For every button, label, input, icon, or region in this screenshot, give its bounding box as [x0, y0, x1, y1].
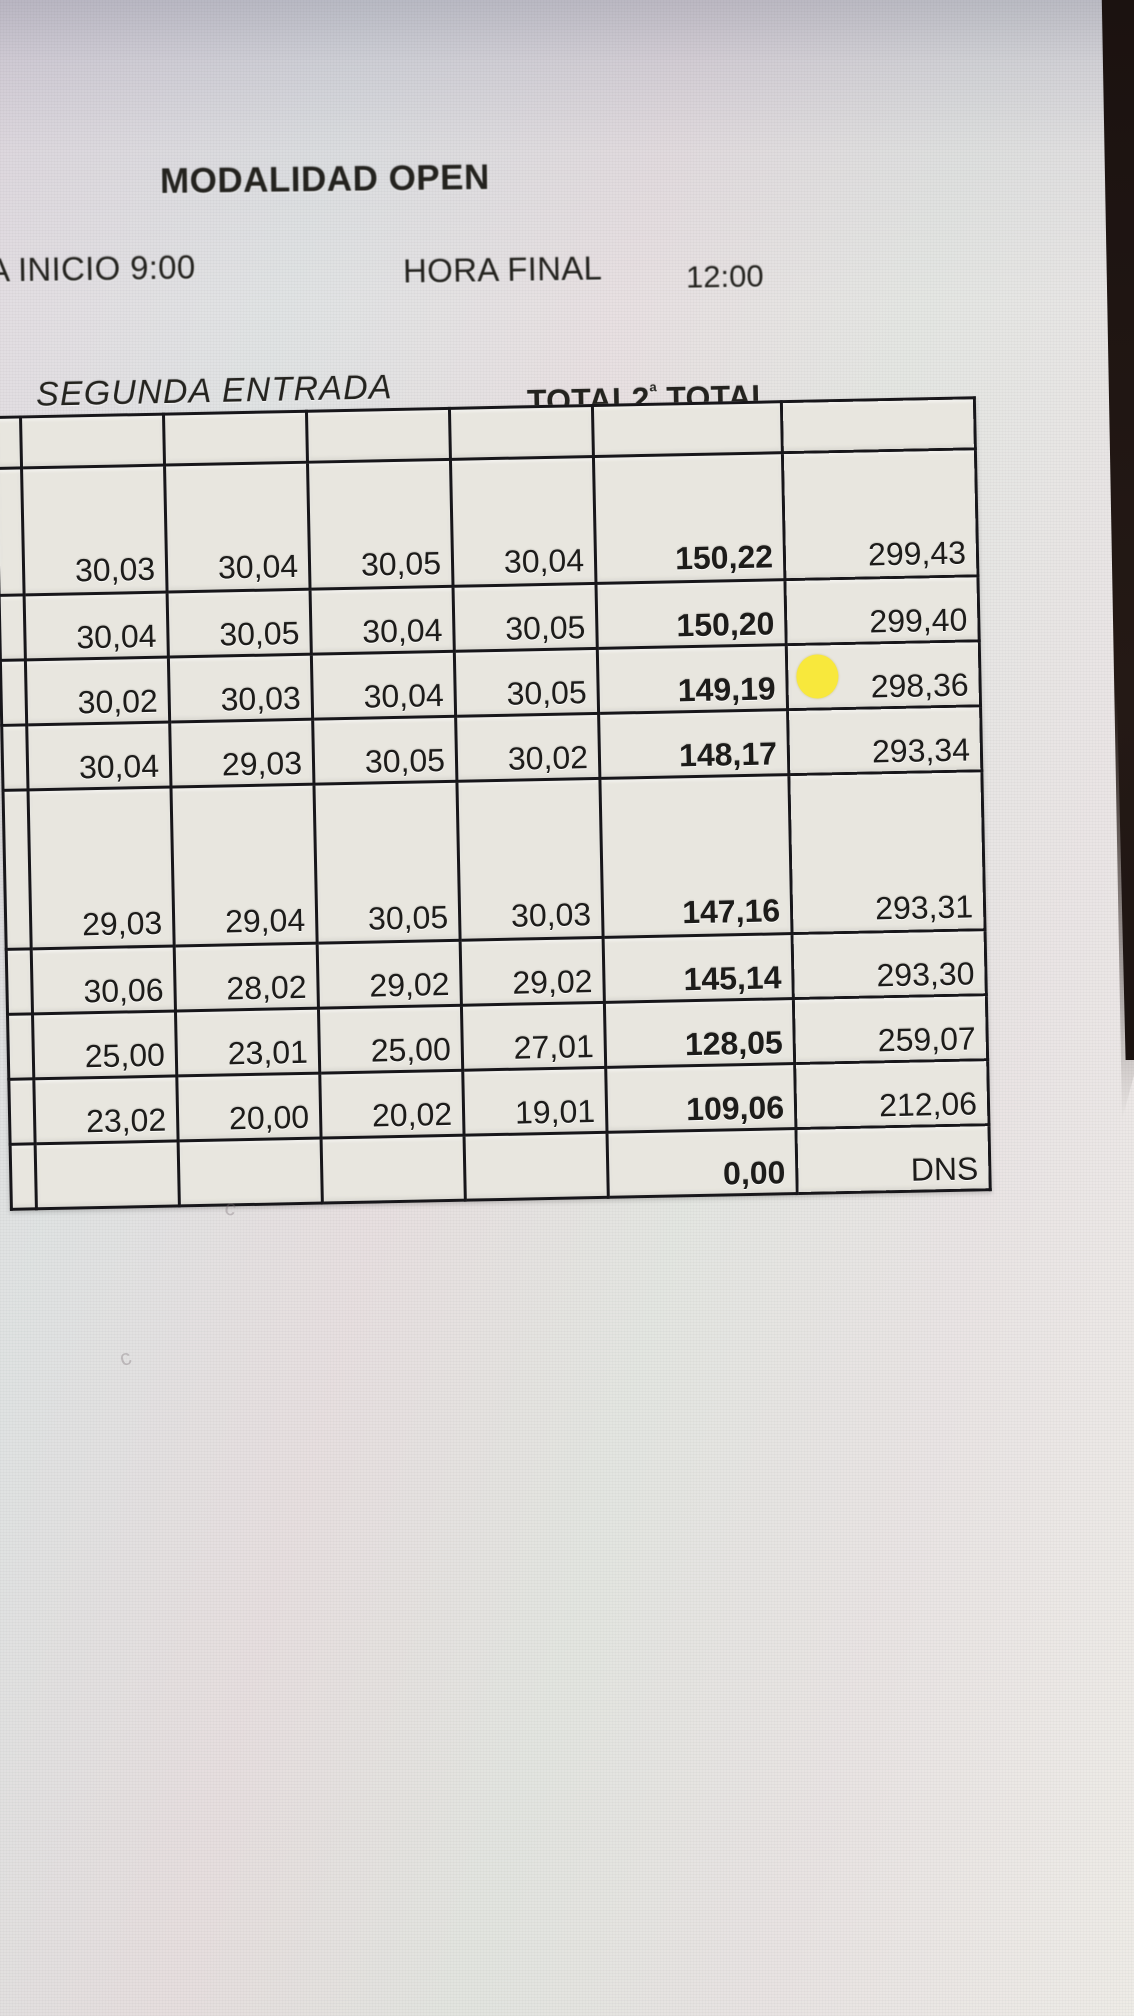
highlight-marker-icon: [795, 654, 839, 699]
end-time-label: HORA FINAL: [402, 249, 603, 290]
lap-time-cell: [163, 411, 308, 466]
grand-total-cell: 293,34: [787, 705, 982, 775]
lap-time-cell: 29,03: [28, 787, 175, 949]
grand-total-value: 298,36: [870, 666, 969, 705]
table-row: 30,03 30,04 30,05 30,04 150,22 299,43: [0, 448, 978, 596]
lap-time-cell: 25,00: [318, 1005, 463, 1074]
lap-time-cell: 30,04: [450, 456, 596, 587]
lap-time-cell: [20, 414, 165, 468]
grand-total-cell: 259,07: [793, 994, 988, 1064]
grand-total-value: 293,30: [876, 955, 975, 994]
grand-total-cell: DNS: [795, 1124, 991, 1194]
row-edge-cell: [0, 416, 22, 469]
row-edge-cell: [3, 789, 32, 950]
lap-time-cell: 30,06: [31, 945, 176, 1014]
lap-time-cell: 30,04: [310, 586, 455, 655]
start-time-label: A INICIO 9:00: [0, 248, 196, 289]
lap-time-cell: 30,05: [453, 583, 598, 652]
lap-time-cell: 30,03: [456, 778, 604, 941]
grand-total-value: 293,34: [871, 731, 971, 770]
total-second-entry-cell: 0,00: [607, 1128, 798, 1198]
page-title: MODALIDAD OPEN: [159, 157, 491, 202]
row-edge-cell: [7, 1013, 34, 1080]
lap-time-cell: [464, 1132, 609, 1201]
total-second-entry-cell: 148,17: [598, 709, 789, 779]
grand-total-value: DNS: [910, 1150, 979, 1188]
total-second-entry-cell: [592, 401, 783, 457]
lap-time-cell: 30,04: [26, 722, 171, 790]
lap-time-cell: 30,05: [167, 589, 312, 658]
total-second-entry-cell: 128,05: [604, 998, 795, 1068]
lap-time-cell: 25,00: [32, 1010, 177, 1079]
grand-total-cell: 293,30: [792, 929, 987, 999]
lap-time-cell: 30,03: [21, 465, 168, 595]
grand-total-cell: 293,31: [788, 770, 986, 934]
grand-total-value: 299,43: [867, 534, 967, 573]
grand-total-cell: 212,06: [794, 1059, 989, 1129]
section-label-segunda-entrada: SEGUNDA ENTRADA: [35, 368, 394, 414]
lap-time-cell: 30,02: [25, 657, 170, 725]
lap-time-cell: 30,05: [313, 781, 461, 944]
grand-total-value: 259,07: [877, 1020, 977, 1059]
lap-time-cell: 20,02: [319, 1070, 465, 1139]
lap-time-cell: 29,04: [170, 784, 318, 946]
row-edge-cell: [6, 948, 33, 1015]
lap-time-cell: 30,04: [311, 651, 456, 720]
total-second-entry-cell: 145,14: [603, 933, 794, 1003]
lap-time-cell: 30,05: [312, 716, 457, 785]
lap-time-cell: 19,01: [462, 1067, 608, 1136]
grand-total-value: 293,31: [874, 888, 974, 927]
lap-time-cell: 29,02: [317, 940, 462, 1009]
lap-time-cell: 23,02: [33, 1075, 179, 1144]
lap-time-cell: 29,02: [460, 937, 605, 1006]
lap-time-cell: [178, 1138, 323, 1206]
grand-total-cell: 298,36: [786, 640, 981, 710]
lap-time-cell: 27,01: [461, 1002, 606, 1071]
row-edge-cell: [0, 594, 26, 661]
total-second-entry-cell: 150,22: [593, 452, 785, 584]
lap-time-cell: 23,01: [175, 1008, 320, 1076]
total-second-entry-cell: 147,16: [599, 774, 793, 938]
total-second-entry-cell: 150,20: [595, 579, 787, 649]
total-second-entry-cell: 109,06: [605, 1063, 796, 1133]
grand-total-cell: [781, 397, 976, 453]
lap-time-cell: 30,04: [164, 462, 311, 593]
total-second-entry-cell: 149,19: [597, 644, 788, 714]
table-row: 29,03 29,04 30,05 30,03 147,16 293,31: [3, 770, 986, 950]
lap-time-cell: 28,02: [174, 943, 319, 1011]
lap-time-cell: 30,02: [455, 713, 600, 782]
row-edge-cell: [0, 659, 27, 726]
results-table-container: 30,03 30,04 30,05 30,04 150,22 299,43 30,04 30,…: [0, 396, 992, 1211]
grand-total-value: 299,40: [869, 601, 968, 640]
end-time-value: 12:00: [685, 258, 764, 295]
lap-time-cell: 30,04: [24, 592, 169, 660]
grand-total-cell: 299,40: [784, 575, 980, 645]
results-table: 30,03 30,04 30,05 30,04 150,22 299,43 30,04 30,…: [0, 396, 992, 1211]
row-edge-cell: [10, 1143, 37, 1210]
lap-time-cell: [35, 1140, 180, 1209]
lap-time-cell: 29,03: [169, 719, 314, 788]
lap-time-cell: [321, 1135, 466, 1204]
row-edge-cell: [1, 724, 29, 791]
lap-time-cell: 30,05: [454, 648, 599, 717]
lap-time-cell: 20,00: [176, 1073, 322, 1141]
row-edge-cell: [0, 467, 25, 596]
lap-time-cell: [306, 408, 451, 463]
grand-total-cell: 299,43: [782, 448, 978, 580]
lap-time-cell: [449, 405, 594, 460]
lap-time-cell: 30,05: [307, 459, 454, 590]
grand-total-value: 212,06: [878, 1085, 978, 1124]
row-edge-cell: [8, 1078, 36, 1145]
lap-time-cell: 30,03: [168, 654, 313, 723]
